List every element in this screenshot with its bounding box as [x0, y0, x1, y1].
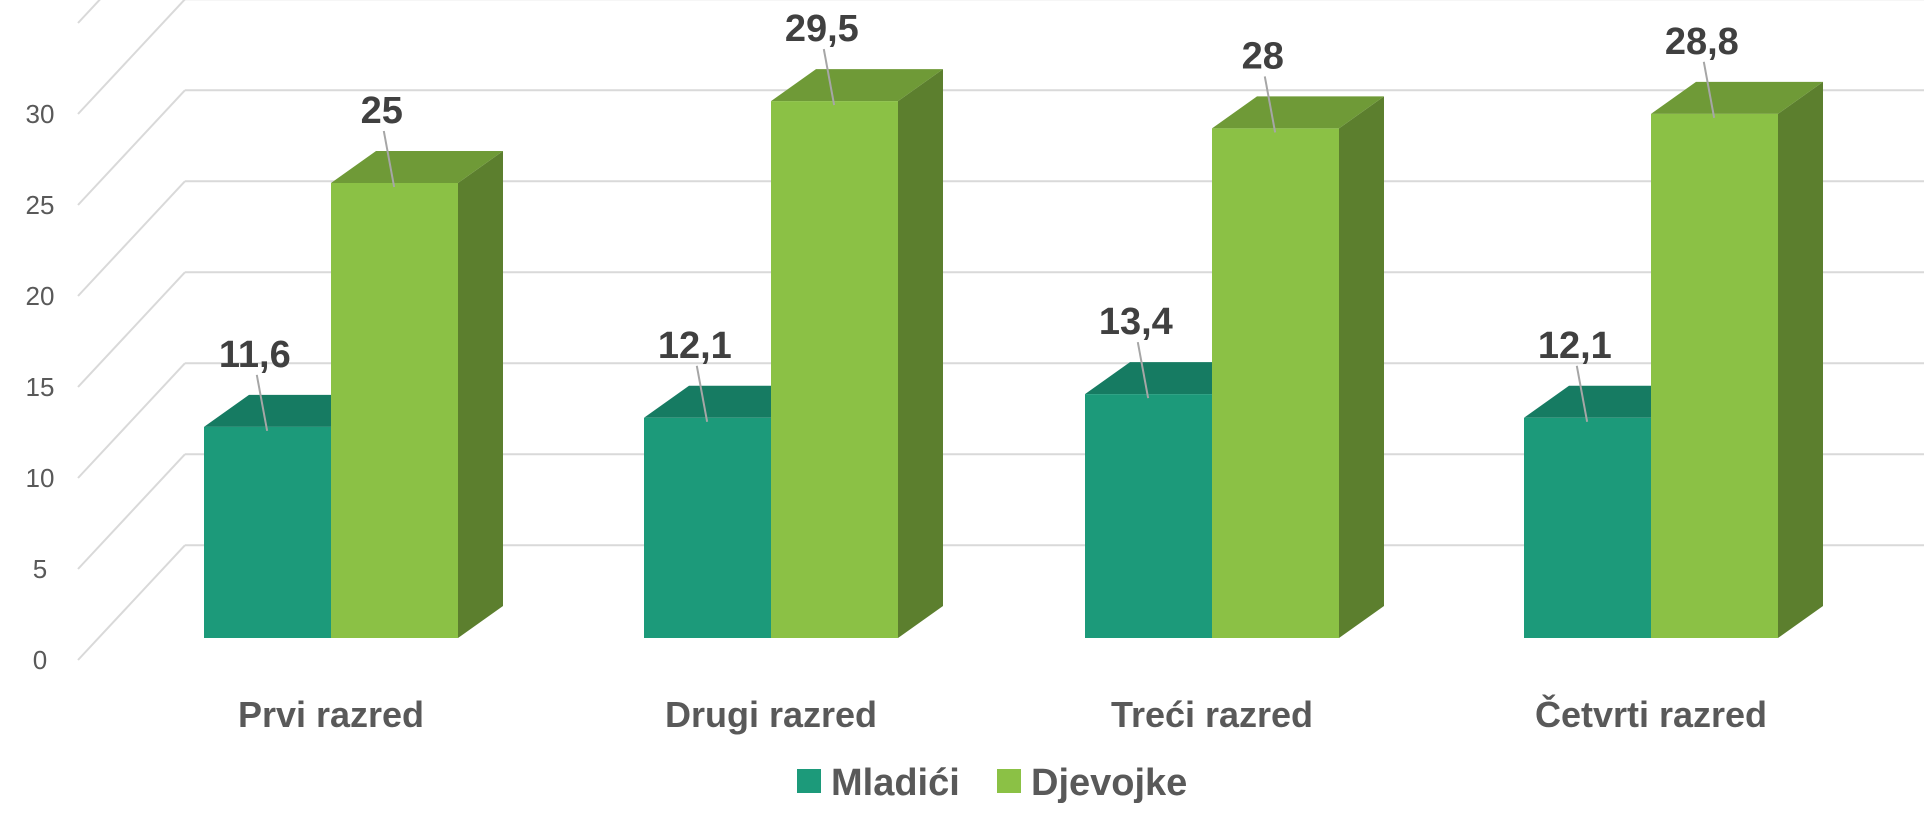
bar-side	[1339, 96, 1384, 638]
bar	[1085, 394, 1212, 638]
leader-lines	[255, 48, 1716, 432]
bar	[1212, 128, 1339, 638]
data-label: 28	[1242, 35, 1284, 77]
legend-label: Djevojke	[1031, 762, 1187, 804]
legend: Mladići Djevojke	[797, 762, 1187, 804]
y-tick-label: 15	[26, 372, 55, 402]
x-tick-label: Treći razred	[1111, 694, 1313, 735]
y-tick-label: 30	[26, 99, 55, 129]
legend-swatch	[797, 769, 821, 793]
bar-top	[771, 69, 943, 102]
data-label: 13,4	[1099, 301, 1173, 343]
bar	[331, 183, 458, 638]
bars	[204, 69, 1823, 639]
data-labels: 11,6 25 12,1 29,5 13,4 28 12,1 28,8	[219, 8, 1739, 376]
leader-line	[1136, 341, 1150, 399]
leader-line	[382, 130, 396, 188]
bar	[204, 426, 331, 638]
y-tick-label: 10	[26, 463, 55, 493]
bar-side	[1778, 81, 1823, 639]
y-tick-label: 25	[26, 190, 55, 220]
bar	[644, 417, 771, 638]
gridline-side	[77, 362, 186, 479]
data-label: 12,1	[658, 325, 732, 367]
leader-line	[695, 365, 709, 422]
legend-swatch	[997, 769, 1021, 793]
leader-line	[1263, 76, 1277, 133]
leader-line	[255, 374, 269, 432]
leader-line	[1575, 365, 1589, 422]
bar-top	[1212, 96, 1384, 129]
y-axis: 0 5 10 15 20 25 30	[26, 99, 55, 675]
bar	[1524, 417, 1651, 638]
bar-top	[1651, 81, 1823, 114]
bar	[1651, 113, 1778, 639]
bar	[771, 101, 898, 639]
data-label: 12,1	[1538, 325, 1612, 367]
bar-side	[458, 151, 503, 638]
bar-top	[331, 151, 503, 183]
y-tick-label: 0	[33, 645, 47, 675]
bar-side	[898, 69, 943, 639]
leader-line	[822, 48, 836, 106]
gridline-side	[77, 180, 186, 297]
gridline-side	[77, 453, 186, 570]
x-tick-label: Drugi razred	[665, 694, 877, 735]
x-tick-label: Četvrti razred	[1535, 693, 1767, 735]
y-tick-label: 20	[26, 281, 55, 311]
gridline-side	[77, 271, 186, 388]
leader-line	[1702, 61, 1716, 119]
data-label: 11,6	[219, 334, 291, 376]
data-label: 28,8	[1665, 21, 1739, 63]
gridline-side	[77, 544, 186, 661]
gridline-side	[77, 0, 101, 24]
y-tick-label: 5	[33, 554, 47, 584]
x-tick-label: Prvi razred	[238, 694, 424, 735]
legend-label: Mladići	[831, 762, 960, 804]
x-axis: Prvi razred Drugi razred Treći razred Četvr…	[238, 693, 1767, 735]
data-label: 29,5	[785, 8, 859, 50]
gridline-side	[77, 89, 186, 206]
gridline-side	[77, 0, 186, 115]
data-label: 25	[361, 90, 403, 132]
